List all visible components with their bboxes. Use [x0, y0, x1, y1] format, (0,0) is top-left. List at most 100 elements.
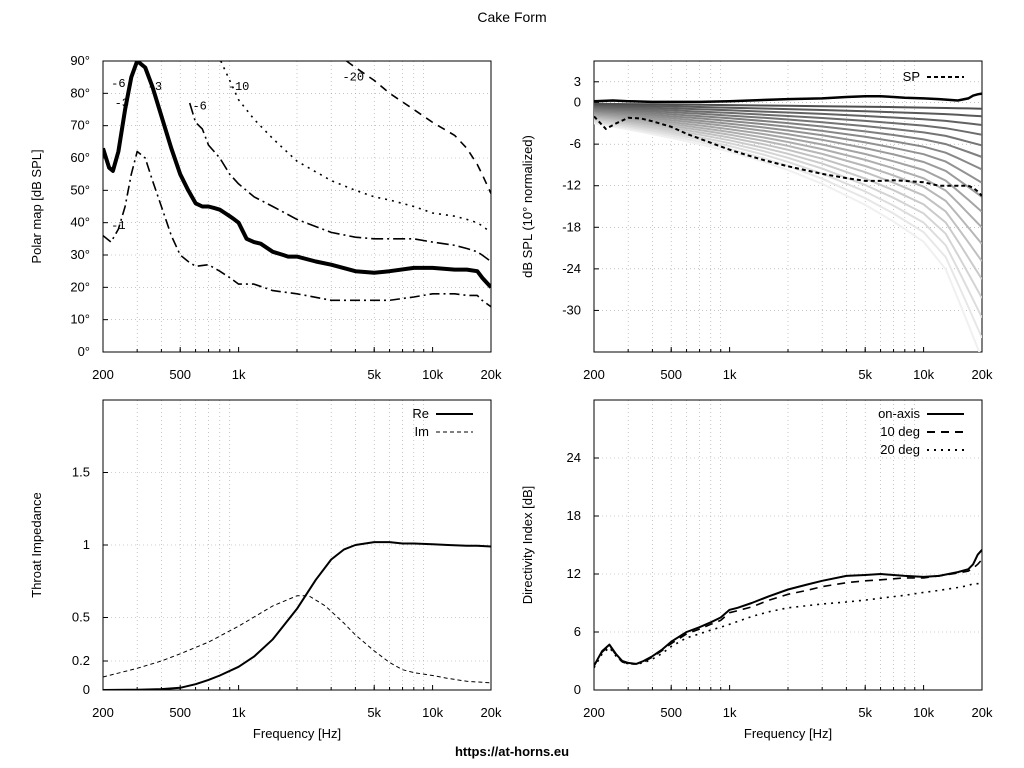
off-axis-line — [594, 120, 982, 319]
off-axis-line — [594, 116, 982, 262]
plot-area — [594, 549, 982, 669]
off-axis-line — [594, 118, 982, 299]
off-axis-line — [594, 102, 982, 110]
x-tick-label: 10k — [422, 367, 443, 382]
legend-label: SP — [903, 69, 920, 84]
x-tick-label: 1k — [723, 367, 737, 382]
off-axis-line — [594, 121, 982, 339]
y-tick-label: 10° — [70, 312, 90, 327]
series-line — [103, 595, 491, 684]
x-tick-label: 1k — [232, 705, 246, 720]
legend-label: on-axis — [878, 406, 920, 421]
y-tick-label: 6 — [574, 624, 581, 639]
y-tick-label: 60° — [70, 150, 90, 165]
y-tick-label: 20° — [70, 279, 90, 294]
x-tick-label: 10k — [913, 705, 934, 720]
x-tick-label: 500 — [169, 705, 191, 720]
chart-polar: 200 500 1k 5k 10k 20k 0° 10° 20° 30° 40° 50° 60° 70° 8… — [29, 53, 502, 382]
x-tick-label: 20k — [972, 367, 993, 382]
x-tick-label: 5k — [858, 367, 872, 382]
x-axis-label: Frequency [Hz] — [744, 726, 832, 741]
series-line — [103, 150, 491, 308]
contour-label: -10 — [228, 80, 250, 94]
y-tick-label: -30 — [562, 302, 581, 317]
off-axis-line — [594, 117, 982, 280]
off-axis-line — [594, 109, 982, 171]
off-axis-line — [594, 115, 982, 245]
series-line — [103, 541, 491, 690]
off-axis-line — [594, 106, 982, 136]
y-tick-label: 0 — [83, 682, 90, 697]
contour-label: -3 — [115, 96, 129, 110]
legend-label: Im — [415, 424, 429, 439]
x-tick-label: 500 — [660, 705, 682, 720]
x-tick-label: 5k — [367, 367, 381, 382]
y-tick-label: -6 — [569, 136, 581, 151]
chart-directivity: 200 500 1k 5k 10k 20k 0 6 12 18 24 Directivity Inde… — [520, 399, 993, 741]
y-tick-label: 0 — [574, 682, 581, 697]
y-tick-label: 1 — [83, 537, 90, 552]
x-tick-label: 500 — [169, 367, 191, 382]
off-axis-line — [594, 112, 982, 198]
chart-spl: 200 500 1k 5k 10k 20k 3 0 -6 -12 -18 -24 -30 dB SPL (… — [520, 60, 993, 382]
plot-area — [594, 92, 982, 352]
y-tick-label: 0 — [574, 95, 581, 110]
contour-label: -3 — [148, 80, 162, 94]
x-tick-label: 200 — [583, 705, 605, 720]
y-tick-label: -24 — [562, 261, 581, 276]
series-line — [220, 61, 491, 234]
series-line — [103, 61, 491, 289]
y-tick-label: 50° — [70, 182, 90, 197]
x-tick-label: 1k — [232, 367, 246, 382]
y-tick-label: 80° — [70, 85, 90, 100]
x-tick-label: 1k — [723, 705, 737, 720]
series-line — [188, 102, 491, 263]
x-tick-label: 5k — [858, 705, 872, 720]
y-tick-label: -18 — [562, 219, 581, 234]
y-tick-label: 12 — [567, 566, 581, 581]
y-tick-label: 1.5 — [72, 465, 90, 480]
y-tick-label: 70° — [70, 118, 90, 133]
y-axis-label: dB SPL (10° normalized) — [520, 135, 535, 278]
series-line — [594, 582, 982, 669]
y-axis-label: Polar map [dB SPL] — [29, 149, 44, 263]
grid-lines — [593, 400, 983, 691]
off-axis-line — [594, 113, 982, 213]
contour-label: -6 — [111, 77, 125, 91]
y-axis-label: Throat Impedance — [29, 492, 44, 598]
legend-label: 20 deg — [880, 442, 920, 457]
y-tick-label: 0° — [78, 344, 90, 359]
contour-label: -1 — [111, 219, 125, 233]
series-line — [594, 558, 982, 667]
y-tick-label: -12 — [562, 178, 581, 193]
y-tick-label: 0.2 — [72, 653, 90, 668]
x-tick-label: 10k — [422, 705, 443, 720]
on-axis-line — [594, 92, 982, 104]
x-tick-label: 20k — [481, 705, 502, 720]
off-axis-line — [594, 107, 982, 147]
x-tick-label: 200 — [583, 367, 605, 382]
x-tick-label: 200 — [92, 705, 114, 720]
contour-label: -6 — [192, 100, 206, 114]
chart-title: Cake Form — [477, 9, 547, 25]
legend-label: Re — [412, 406, 429, 421]
contour-label: -20 — [342, 70, 364, 84]
x-tick-label: 5k — [367, 705, 381, 720]
y-tick-label: 3 — [574, 74, 581, 89]
y-tick-label: 90° — [70, 53, 90, 68]
footer-url: https://at-horns.eu — [454, 744, 570, 759]
x-tick-label: 20k — [972, 705, 993, 720]
y-tick-label: 24 — [567, 450, 581, 465]
off-axis-line — [594, 114, 982, 229]
series-line — [346, 61, 491, 194]
sp-line — [594, 115, 982, 197]
off-axis-line — [594, 108, 982, 158]
y-tick-label: 0.5 — [72, 610, 90, 625]
grid-lines — [102, 400, 492, 691]
plot-area — [103, 61, 491, 308]
y-tick-label: 30° — [70, 247, 90, 262]
plot-area — [103, 541, 491, 690]
y-tick-label: 40° — [70, 215, 90, 230]
x-axis-label: Frequency [Hz] — [253, 726, 341, 741]
